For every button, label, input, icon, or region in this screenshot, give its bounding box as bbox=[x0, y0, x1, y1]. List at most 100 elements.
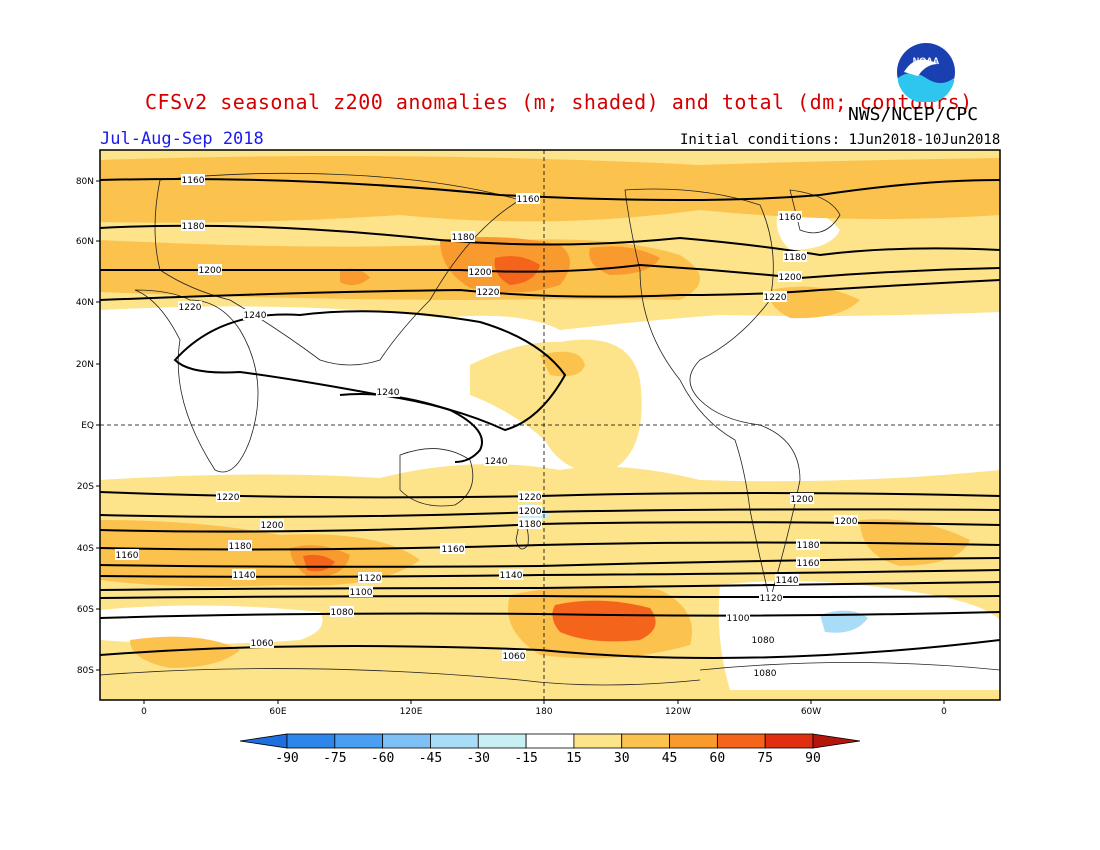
latitude-label: 80N bbox=[76, 177, 94, 187]
contour-label-background bbox=[451, 231, 475, 242]
agency-label: NWS/NCEP/CPC bbox=[848, 104, 979, 125]
colorbar-label: -60 bbox=[371, 751, 394, 766]
contour-label-background bbox=[441, 543, 465, 554]
contour-label: 1180 bbox=[452, 233, 475, 243]
contour-label-background bbox=[216, 491, 240, 502]
contour-label-background bbox=[228, 540, 252, 551]
contour-label-background bbox=[753, 667, 777, 678]
colorbar-swatch bbox=[573, 733, 623, 749]
contour-label: 1160 bbox=[182, 176, 205, 186]
longitude-label: 0 bbox=[141, 707, 147, 717]
contour-label-background bbox=[834, 515, 858, 526]
contour-label-background bbox=[181, 220, 205, 231]
contour-label-background bbox=[796, 539, 820, 550]
season-label: Jul-Aug-Sep 2018 bbox=[100, 129, 264, 149]
latitude-label: 40N bbox=[76, 298, 94, 308]
contour-label-background bbox=[759, 592, 783, 603]
contour-label: 1200 bbox=[779, 273, 802, 283]
contour-label: 1240 bbox=[377, 388, 400, 398]
contour-labels: 1160 1160 1160 1180 1180 1180 1200 1200 1200 1220… bbox=[115, 174, 858, 679]
latitude-label: 20S bbox=[77, 482, 94, 492]
contour-label: 1200 bbox=[469, 268, 492, 278]
contour-label: 1080 bbox=[331, 608, 354, 618]
contour-label-background bbox=[468, 266, 492, 277]
contour-label-background bbox=[763, 291, 787, 302]
colorbar-label: -90 bbox=[275, 751, 298, 766]
longitude-label: 60E bbox=[269, 707, 286, 717]
contour-label-background bbox=[775, 574, 799, 585]
contour-label: 1160 bbox=[517, 195, 540, 205]
contour-label: 1220 bbox=[764, 293, 787, 303]
contour-label-background bbox=[783, 251, 807, 262]
contour-label-background bbox=[243, 309, 267, 320]
contour-label: 1060 bbox=[251, 639, 274, 649]
latitude-label: 80S bbox=[77, 666, 94, 676]
contour-label: 1140 bbox=[233, 571, 256, 581]
contour-label-background bbox=[516, 193, 540, 204]
contour-label-background bbox=[115, 549, 139, 560]
contour-label-background bbox=[330, 606, 354, 617]
colorbar-arrow-low bbox=[239, 733, 288, 749]
contour-label: 1160 bbox=[797, 559, 820, 569]
contour-label: 1120 bbox=[760, 594, 783, 604]
contour-label: 1140 bbox=[776, 576, 799, 586]
longitude-label: 0 bbox=[941, 707, 947, 717]
contour-label-background bbox=[499, 569, 523, 580]
contour-label-background bbox=[349, 586, 373, 597]
contour-label: 1240 bbox=[485, 457, 508, 467]
contour-label-background bbox=[518, 491, 542, 502]
colorbar-swatch bbox=[382, 733, 431, 749]
colorbar-swatch bbox=[621, 733, 670, 749]
contour-label: 1200 bbox=[791, 495, 814, 505]
map-title: CFSv2 seasonal z200 anomalies (m; shaded… bbox=[145, 90, 973, 114]
latitude-axis: 80N 60N 40N 20N EQ 20S 40S 60S 80S bbox=[76, 177, 100, 676]
colorbar-label: 45 bbox=[662, 751, 678, 766]
colorbar-swatch bbox=[716, 733, 766, 749]
contour-label: 1080 bbox=[754, 669, 777, 679]
colorbar-label: 90 bbox=[805, 751, 821, 766]
contour-label: 1200 bbox=[261, 521, 284, 531]
contour-label-background bbox=[198, 264, 222, 275]
contour-label: 1180 bbox=[182, 222, 205, 232]
latitude-label: 60S bbox=[77, 605, 94, 615]
contour-label-background bbox=[484, 455, 508, 466]
contour-label: 1240 bbox=[244, 311, 267, 321]
colorbar-swatch bbox=[669, 733, 718, 749]
contour-label: 1200 bbox=[835, 517, 858, 527]
contour-label-background bbox=[250, 637, 274, 648]
contour-label: 1220 bbox=[217, 493, 240, 503]
contour-label-background bbox=[502, 650, 526, 661]
contour-label: 1120 bbox=[359, 574, 382, 584]
contour-label-background bbox=[376, 386, 400, 397]
contour-label: 1160 bbox=[779, 213, 802, 223]
colorbar-label: -75 bbox=[323, 751, 346, 766]
contour-label-background bbox=[358, 572, 382, 583]
colorbar-swatch bbox=[477, 733, 527, 749]
longitude-label: 120E bbox=[400, 707, 423, 717]
contour-label-background bbox=[476, 286, 500, 297]
contour-label-background bbox=[518, 505, 542, 516]
contour-label: 1180 bbox=[797, 541, 820, 551]
contour-label: 1200 bbox=[199, 266, 222, 276]
longitude-label: 120W bbox=[665, 707, 691, 717]
contour-label-background bbox=[726, 612, 750, 623]
contour-label: 1220 bbox=[519, 493, 542, 503]
latitude-label: 60N bbox=[76, 237, 94, 247]
contour-label: 1100 bbox=[727, 614, 750, 624]
contour-label-background bbox=[232, 569, 256, 580]
colorbar-arrow-high bbox=[812, 733, 861, 749]
contour-label-background bbox=[796, 557, 820, 568]
contour-label: 1220 bbox=[179, 303, 202, 313]
colorbar-label: 15 bbox=[566, 751, 582, 766]
svg-text:NOAA: NOAA bbox=[913, 56, 940, 66]
colorbar-label: -30 bbox=[467, 751, 490, 766]
contour-label: 1200 bbox=[519, 507, 542, 517]
contour-label: 1180 bbox=[519, 520, 542, 530]
latitude-label: EQ bbox=[81, 421, 94, 431]
contour-label-background bbox=[181, 174, 205, 185]
latitude-label: 40S bbox=[77, 544, 94, 554]
contour-label: 1180 bbox=[229, 542, 252, 552]
initial-conditions-label: Initial conditions: 1Jun2018-10Jun2018 bbox=[680, 132, 1001, 148]
contour-label-background bbox=[178, 301, 202, 312]
colorbar-swatch bbox=[286, 733, 336, 749]
